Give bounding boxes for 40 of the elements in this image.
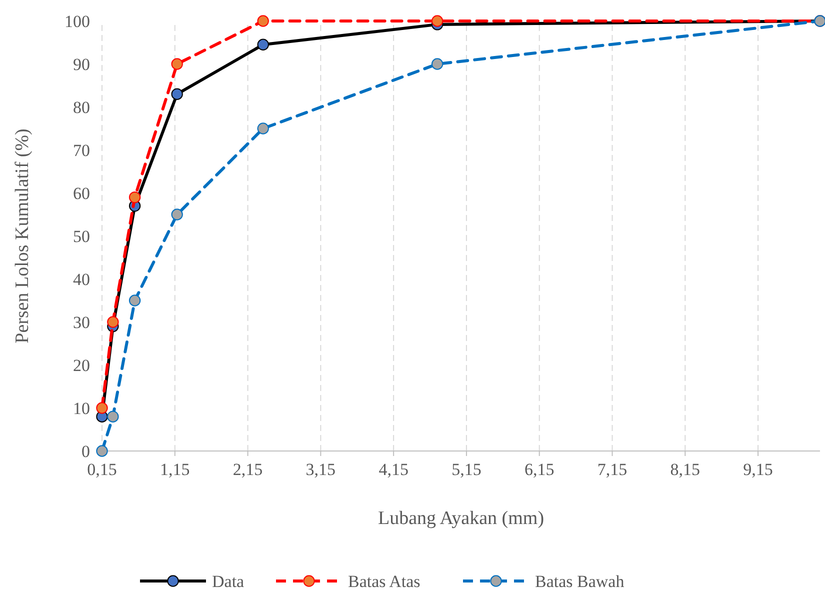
y-tick-label: 10: [73, 399, 90, 418]
legend-label: Data: [212, 572, 245, 591]
legend-label: Batas Bawah: [535, 572, 625, 591]
x-tick-label: 9,15: [743, 460, 773, 479]
point: [96, 402, 108, 414]
y-tick-label: 60: [73, 184, 90, 203]
y-tick-label: 80: [73, 98, 90, 117]
y-tick-label: 70: [73, 141, 90, 160]
x-tick-label: 2,15: [232, 460, 263, 479]
legend-label: Batas Atas: [348, 572, 420, 591]
x-tick-label: 0,15: [87, 460, 117, 479]
y-tick-label: 40: [73, 270, 90, 289]
point: [431, 15, 444, 27]
y-tick-label: 30: [73, 313, 90, 332]
y-tick-label: 50: [73, 227, 90, 246]
point: [257, 15, 269, 27]
x-tick-label: 3,15: [306, 460, 336, 479]
point: [171, 58, 183, 70]
point: [431, 58, 444, 70]
x-tick-label: 1,15: [160, 460, 190, 479]
x-tick-label: 5,15: [452, 460, 482, 479]
point: [257, 122, 269, 134]
point: [128, 191, 141, 204]
x-tick-label: 8,15: [670, 460, 700, 479]
point: [107, 316, 119, 328]
point: [96, 445, 108, 457]
y-tick-label: 20: [73, 356, 90, 375]
point: [107, 410, 119, 422]
y-axis-title: Persen Lolos Kumulatif (%): [12, 128, 33, 344]
x-axis-title: Lubang Ayakan (mm): [378, 508, 544, 529]
x-tick-label: 4,15: [378, 460, 408, 479]
y-tick-label: 90: [73, 55, 90, 74]
x-tick-label: 6,15: [524, 460, 554, 479]
point: [128, 294, 141, 306]
point: [257, 38, 269, 50]
y-tick-label: 0: [82, 442, 90, 461]
point: [171, 208, 183, 220]
x-tick-label: 7,15: [597, 460, 628, 479]
point: [171, 88, 183, 100]
y-tick-label: 100: [64, 12, 90, 31]
